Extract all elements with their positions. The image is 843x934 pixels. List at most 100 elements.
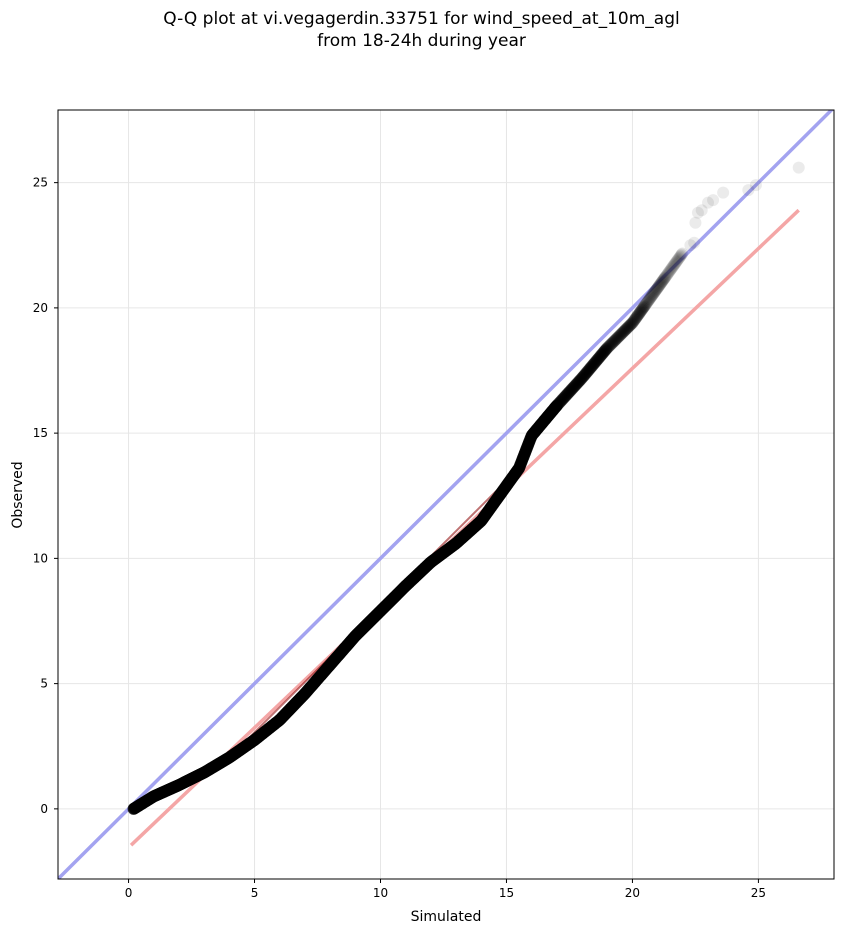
data-point <box>611 331 624 344</box>
data-point <box>554 395 567 408</box>
data-point <box>559 389 572 402</box>
data-point <box>618 324 631 337</box>
data-point <box>581 365 594 378</box>
data-point <box>626 316 639 329</box>
data-point <box>573 374 586 387</box>
data-point <box>643 292 656 305</box>
data-point <box>585 360 598 373</box>
data-point <box>631 309 644 322</box>
data-point <box>618 325 631 338</box>
data-point <box>672 252 685 265</box>
data-point <box>648 286 661 299</box>
data-point <box>688 236 701 249</box>
data-point <box>602 340 615 353</box>
data-point <box>551 398 564 411</box>
data-point <box>627 315 640 328</box>
data-point <box>641 295 654 308</box>
data-point <box>655 275 668 288</box>
data-point <box>676 247 689 260</box>
x-tick-label: 15 <box>499 886 514 900</box>
data-point <box>621 321 634 334</box>
data-point <box>553 397 566 410</box>
data-point <box>664 264 677 277</box>
data-point <box>603 339 616 352</box>
data-point <box>581 366 594 379</box>
data-point <box>624 318 637 331</box>
data-point <box>660 269 673 282</box>
data-point <box>651 282 664 295</box>
data-point <box>574 373 587 386</box>
data-point <box>624 319 637 332</box>
y-tick-label: 0 <box>40 802 48 816</box>
data-point <box>702 196 715 209</box>
data-point <box>558 391 571 404</box>
data-point <box>646 289 659 302</box>
data-point <box>619 323 632 336</box>
data-point <box>594 349 607 362</box>
chart-subtitle: from 18-24h during year <box>317 31 526 51</box>
data-point <box>647 287 660 300</box>
data-point <box>669 256 682 269</box>
data-point <box>575 373 588 386</box>
data-point <box>583 363 596 376</box>
data-point <box>668 258 681 271</box>
data-point <box>613 329 626 342</box>
data-point <box>590 354 603 367</box>
data-point <box>595 348 608 361</box>
x-tick-label: 5 <box>251 886 259 900</box>
data-point <box>568 379 581 392</box>
data-point <box>612 330 625 343</box>
data-point <box>642 294 655 307</box>
data-point <box>582 364 595 377</box>
data-point <box>635 304 648 317</box>
data-point <box>566 382 579 395</box>
data-point <box>671 254 684 267</box>
data-point <box>661 267 674 280</box>
data-point <box>671 253 684 266</box>
data-point <box>578 368 591 381</box>
x-tick-label: 20 <box>625 886 640 900</box>
data-point <box>670 255 683 268</box>
data-point <box>633 307 646 320</box>
data-point <box>596 347 609 360</box>
data-point <box>707 194 720 207</box>
data-point <box>629 312 642 325</box>
data-point <box>640 296 653 309</box>
data-point <box>656 274 669 287</box>
data-point <box>673 251 686 264</box>
x-tick-label: 10 <box>373 886 388 900</box>
data-point <box>560 388 573 401</box>
data-point <box>634 306 646 319</box>
data-point <box>620 322 633 335</box>
x-axis-label: Simulated <box>411 909 482 925</box>
data-point <box>552 397 565 410</box>
data-point <box>579 367 592 380</box>
data-point <box>599 344 612 357</box>
data-point <box>658 272 671 285</box>
grid <box>58 110 834 879</box>
data-point <box>666 261 679 274</box>
y-tick-label: 15 <box>33 426 48 440</box>
data-point <box>589 356 602 369</box>
data-point <box>614 328 627 341</box>
data-point <box>578 369 591 382</box>
data-point <box>652 280 665 293</box>
data-point <box>569 378 582 391</box>
data-point <box>646 288 659 301</box>
data-point <box>653 279 666 292</box>
plot-frame <box>57 109 835 880</box>
data-point <box>636 303 649 316</box>
data-point <box>628 313 641 326</box>
data-point <box>580 366 593 379</box>
data-point <box>601 341 614 354</box>
data-point <box>553 396 566 409</box>
data-point <box>584 362 597 375</box>
x-tick-label: 0 <box>125 886 133 900</box>
data-point <box>659 270 672 283</box>
data-point <box>634 305 647 318</box>
y-tick-label: 25 <box>33 176 48 190</box>
data-point <box>684 239 697 252</box>
data-point <box>562 387 575 400</box>
data-point <box>667 260 680 273</box>
